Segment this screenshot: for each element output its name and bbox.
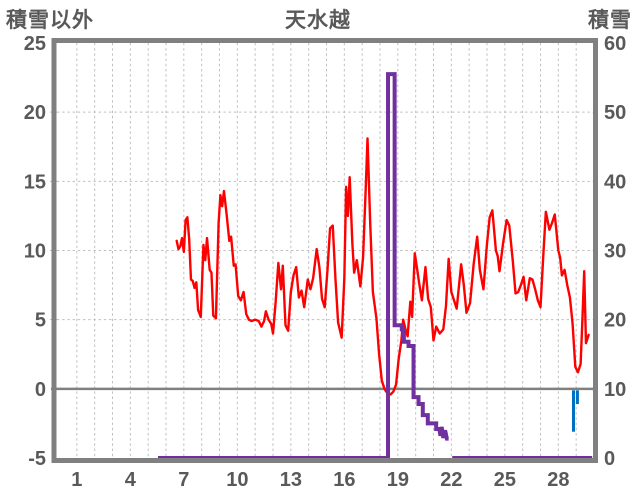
- x-axis-tick-label: 19: [387, 469, 409, 491]
- left-axis-tick-label: -5: [28, 448, 46, 470]
- left-axis-tick-label: 10: [24, 241, 46, 263]
- right-axis-tick-label: 40: [604, 171, 626, 193]
- left-axis-tick-label: 15: [24, 171, 46, 193]
- right-axis-tick-label: 0: [604, 448, 615, 470]
- x-axis-tick-label: 16: [333, 469, 355, 491]
- x-axis-tick-label: 10: [226, 469, 248, 491]
- right-axis-title: 積雪: [588, 9, 632, 32]
- x-axis-tick-label: 7: [178, 469, 189, 491]
- x-axis-tick-label: 25: [494, 469, 516, 491]
- left-axis-tick-label: 5: [35, 310, 46, 332]
- right-axis-tick-label: 20: [604, 310, 626, 332]
- left-axis-tick-label: 25: [24, 33, 46, 55]
- right-axis-tick-label: 60: [604, 33, 626, 55]
- purple-series-line: [157, 72, 449, 460]
- chart-title: 天水越: [285, 9, 351, 32]
- right-axis-tick-label: 50: [604, 102, 626, 124]
- plot-border: [51, 38, 598, 463]
- left-axis-title: 積雪以外: [6, 9, 94, 32]
- x-axis-tick-label: 22: [440, 469, 462, 491]
- x-axis-tick-label: 13: [280, 469, 302, 491]
- red-series-line: [175, 137, 590, 396]
- right-axis-tick-label: 10: [604, 379, 626, 401]
- x-axis-tick-label: 4: [125, 469, 137, 491]
- x-axis-tick-label: 28: [547, 469, 569, 491]
- right-axis-tick-label: 30: [604, 241, 626, 263]
- left-axis-tick-label: 0: [35, 379, 46, 401]
- left-axis-tick-label: 20: [24, 102, 46, 124]
- x-axis-tick-label: 1: [71, 469, 82, 491]
